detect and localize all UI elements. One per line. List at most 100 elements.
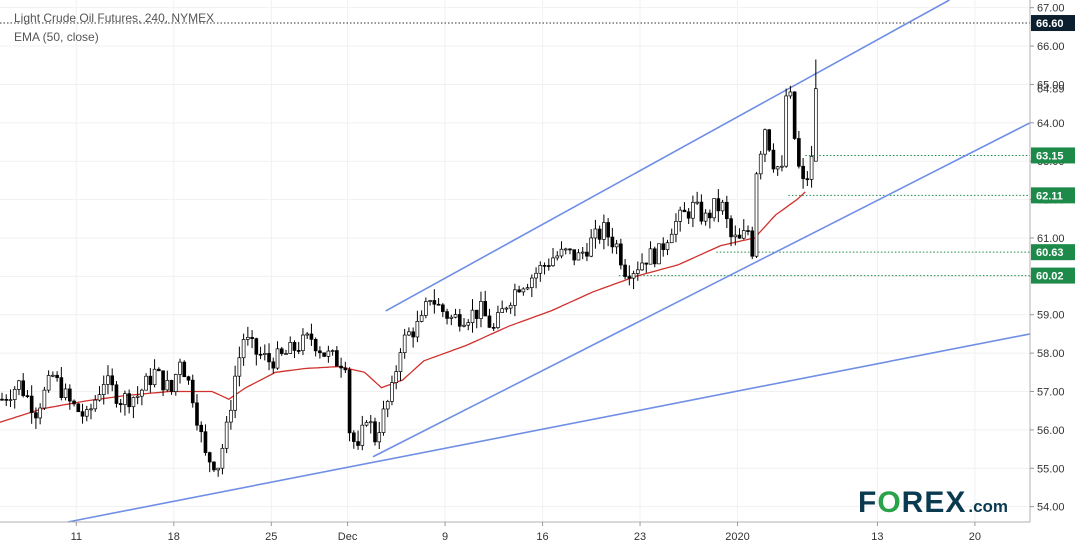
y-axis[interactable]: 54.0055.0056.0057.0058.0059.0060.0061.00… (1030, 3, 1065, 514)
candle-body (246, 337, 250, 340)
candle-body (106, 375, 110, 385)
candle-body (708, 212, 712, 219)
x-axis[interactable]: 11 18 25 Dec 9 16 23 2020 13 20 (71, 522, 981, 543)
candle-body (301, 334, 305, 351)
candle-body (674, 221, 678, 235)
price-tag-label: 63.15 (1036, 150, 1064, 162)
candle-body (466, 322, 471, 326)
candle-body (754, 173, 759, 257)
trendline[interactable] (67, 333, 1031, 523)
y-tick-label: 61.00 (1037, 233, 1065, 245)
candle-body (237, 357, 242, 377)
candle-body (385, 401, 390, 410)
candle-body (93, 399, 98, 410)
trendline[interactable] (385, 0, 950, 312)
candle-body (733, 234, 738, 238)
candle-body (635, 269, 640, 274)
candle-body (288, 342, 293, 354)
candle-body (199, 424, 204, 433)
logo-text-b: REX (901, 486, 967, 519)
candle-body (351, 432, 356, 442)
candle-body (216, 467, 220, 471)
price-tag-label: 64.89 (1037, 84, 1065, 96)
candle-body (76, 403, 81, 412)
y-tick-label: 64.00 (1037, 118, 1065, 130)
candle-body (483, 301, 488, 317)
candle-body (135, 395, 140, 398)
candle-body (441, 304, 445, 312)
candle-body (724, 201, 729, 220)
candle-body (763, 129, 767, 155)
candle-body (784, 95, 788, 167)
candle-body (652, 248, 657, 265)
logo-text-a: F (858, 486, 878, 519)
candle-body (504, 307, 509, 310)
price-tag-bg (1031, 244, 1075, 261)
candle-body (267, 353, 271, 363)
candle-body (585, 251, 589, 257)
candle-body (207, 452, 212, 463)
ema-layer (0, 191, 806, 423)
candle-body (563, 248, 568, 251)
candle-body (631, 273, 636, 279)
candle-body (669, 233, 674, 244)
candle-body (390, 382, 394, 402)
y-tick-label: 57.00 (1037, 387, 1065, 399)
candle-body (487, 315, 492, 328)
candle-body (801, 165, 805, 180)
candle-body (496, 312, 500, 328)
trendlines[interactable] (67, 0, 1031, 523)
candle-body (758, 153, 763, 175)
candle-body (118, 403, 123, 405)
candle-body (173, 374, 178, 392)
candle-body (34, 412, 38, 419)
candle-body (424, 301, 428, 316)
y-tick-label: 66.00 (1037, 41, 1065, 53)
candle-body (305, 333, 310, 336)
candle-body (38, 407, 42, 419)
candle-body (479, 301, 483, 319)
candle-body (84, 409, 89, 417)
candle-body (665, 242, 670, 250)
candle-body (597, 228, 602, 240)
candle-body (686, 211, 691, 219)
candle-body (619, 243, 623, 266)
candle-body (691, 201, 695, 219)
candle-body (330, 350, 335, 352)
candle-body (55, 374, 59, 378)
candle-body (262, 353, 267, 355)
price-tag-bg (1031, 15, 1075, 32)
price-tags: 66.60 63.15 62.11 60.63 60.02 64.89 (1031, 15, 1075, 284)
x-tick-label: 11 (71, 531, 82, 543)
ema-line (0, 191, 806, 423)
candle-body (538, 265, 543, 274)
candle-body (63, 388, 68, 398)
candle-body (258, 353, 263, 356)
candle-body (555, 255, 560, 259)
candle-body (212, 461, 216, 471)
candle-body (449, 316, 454, 319)
chart-title: Light Crude Oil Futures, 240, NYMEX (14, 11, 215, 25)
price-tag-bg (1031, 187, 1075, 204)
candle-body (12, 389, 17, 400)
candle-body (530, 277, 534, 288)
price-tag-label: 62.11 (1036, 190, 1063, 202)
candle-body (275, 348, 280, 369)
y-tick-label: 67.00 (1037, 3, 1065, 15)
candle-body (89, 408, 93, 411)
candle-body (474, 309, 479, 319)
candle-body (284, 353, 288, 355)
logo-suffix: .com (968, 497, 1009, 516)
price-tag-label: 60.02 (1036, 271, 1064, 283)
candle-body (186, 376, 191, 381)
candle-body (4, 399, 9, 401)
candle-body (712, 198, 716, 219)
candle-body (220, 447, 225, 469)
candle-body (178, 361, 182, 375)
x-tick-label: 2020 (725, 531, 749, 543)
candle-body (114, 384, 119, 404)
trendline[interactable] (372, 122, 1031, 458)
indicator-legend: EMA (50, close) (14, 30, 99, 44)
candle-body (292, 342, 297, 351)
